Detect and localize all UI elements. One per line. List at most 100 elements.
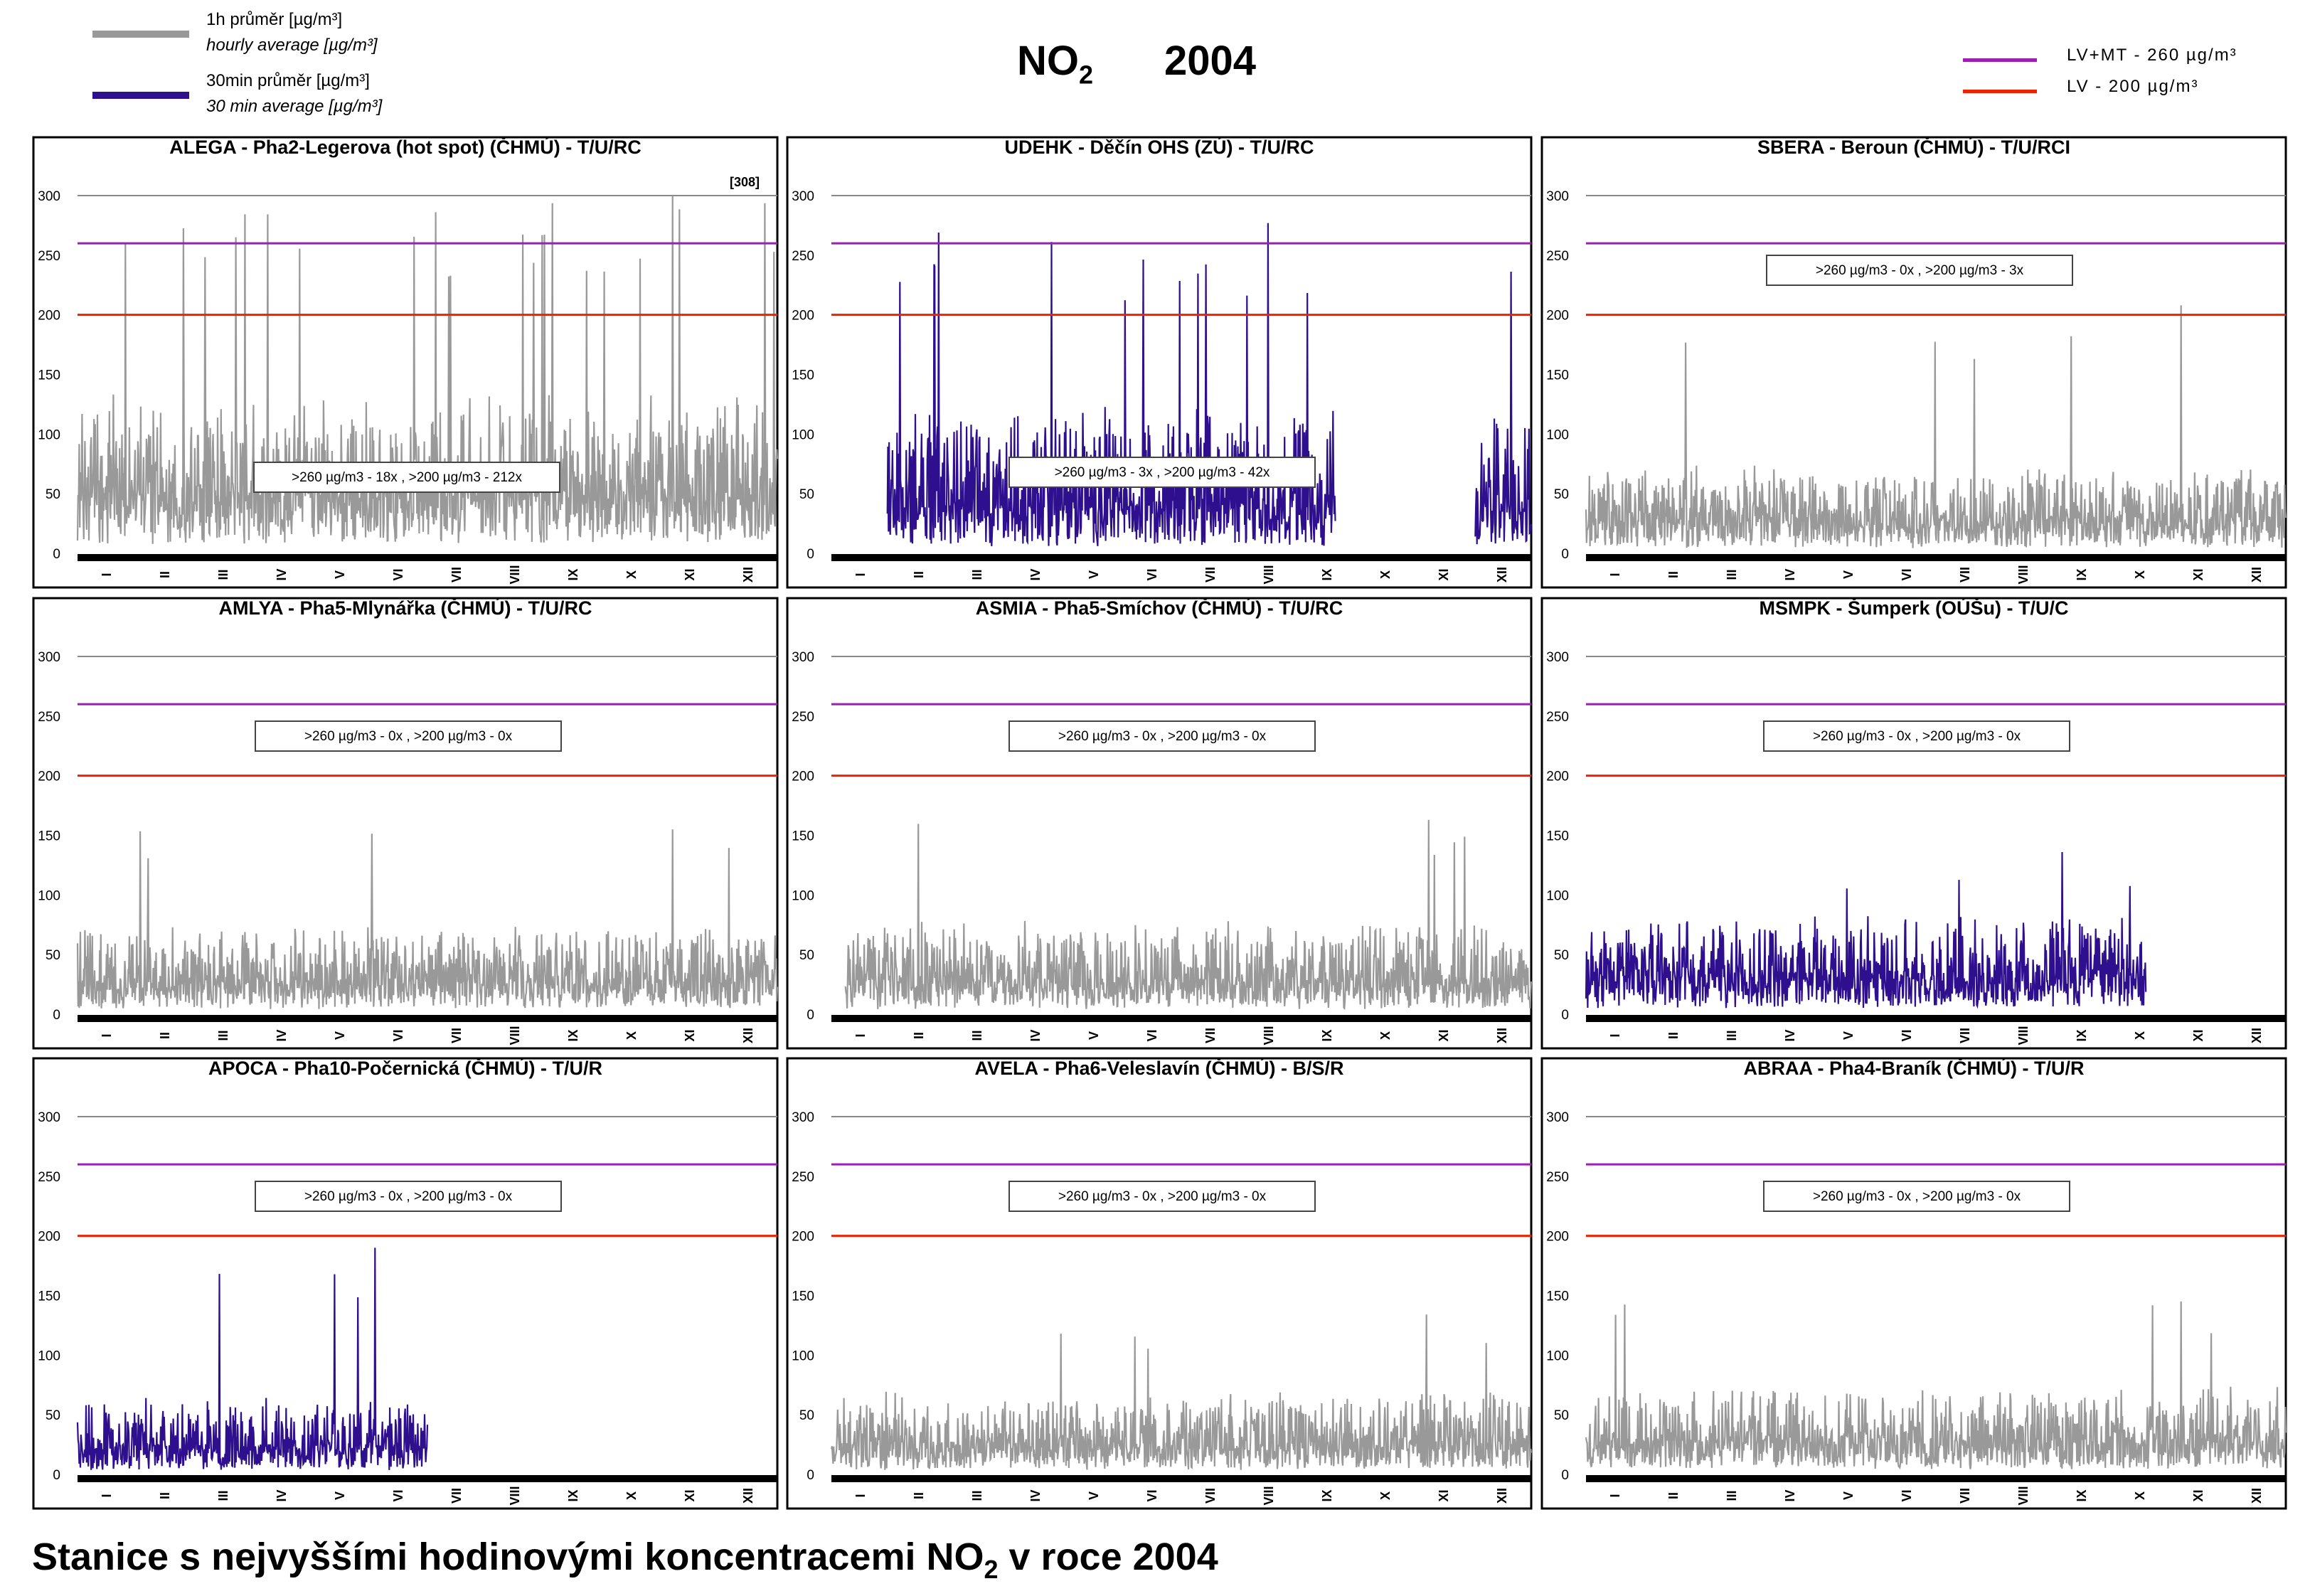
x-axis-baseline [1586, 1475, 2285, 1482]
y-tick-label: 50 [1554, 948, 1569, 963]
y-tick-label: 300 [792, 650, 814, 665]
x-tick-label: III [216, 569, 230, 580]
x-tick-label: XII [741, 1028, 755, 1043]
x-tick-label: IX [2075, 568, 2089, 580]
x-tick-label: X [2133, 570, 2147, 579]
y-tick-label: 0 [807, 547, 814, 562]
panel-title: ABRAA - Pha4-Braník (ČHMÚ) - T/U/R [1744, 1057, 2085, 1079]
limit-label-lv: LV - 200 µg/m³ [2067, 77, 2199, 96]
x-tick-label: I [1608, 1494, 1622, 1497]
x-tick-label: XII [2250, 1488, 2264, 1504]
y-tick-label: 50 [46, 948, 60, 963]
x-tick-label: VII [1203, 1028, 1218, 1043]
data-series-line [76, 829, 779, 1009]
x-tick-label: IX [2075, 1029, 2089, 1041]
legend-hourly-label-en: hourly average [µg/m³] [206, 36, 378, 55]
y-tick-label: 50 [46, 487, 60, 502]
page-title: NO2 2004 [1017, 37, 1256, 90]
y-tick-label: 200 [38, 1230, 60, 1245]
x-tick-label: XI [2191, 1489, 2205, 1501]
y-tick-label: 50 [46, 1408, 60, 1423]
y-tick-label: 200 [792, 770, 814, 784]
x-tick-label: VIII [1262, 565, 1276, 584]
y-tick-label: 50 [799, 1408, 814, 1423]
x-tick-label: VII [449, 1028, 464, 1043]
x-tick-label: III [970, 1490, 984, 1501]
limit-label-lvmt: LV+MT - 260 µg/m³ [2067, 46, 2237, 65]
y-tick-label: 300 [38, 1110, 60, 1125]
x-tick-label: VII [1203, 1488, 1218, 1504]
y-tick-label: 300 [38, 650, 60, 665]
y-tick-label: 200 [1546, 1230, 1569, 1245]
x-tick-label: VIII [1262, 1486, 1276, 1505]
x-tick-label: XII [741, 567, 755, 582]
x-tick-label: V [1087, 1491, 1101, 1500]
chart-panel: ALEGA - Pha2-Legerova (hot spot) (ČHMÚ) … [32, 136, 779, 589]
limit-swatch-lvmt [1963, 58, 2037, 62]
y-tick-label: 0 [807, 1468, 814, 1483]
x-tick-label: XI [1437, 1029, 1451, 1041]
y-tick-label: 100 [792, 1348, 814, 1363]
chart-panel: MSMPK - Šumperk (OÚŠu) - T/U/C 0 50 100 150 2… [1540, 597, 2287, 1050]
x-tick-label: VIII [1262, 1026, 1276, 1045]
x-tick-label: IX [1320, 1489, 1334, 1501]
y-tick-label: 300 [38, 189, 60, 204]
y-tick-label: 200 [38, 770, 60, 784]
y-tick-label: 150 [1546, 368, 1569, 383]
x-tick-label: III [970, 1030, 984, 1041]
x-tick-label: VIII [508, 565, 522, 584]
y-tick-label: 250 [792, 249, 814, 264]
y-tick-label: 0 [1561, 1468, 1569, 1483]
x-tick-label: III [216, 1030, 230, 1041]
x-tick-label: I [100, 1494, 114, 1497]
x-tick-label: VII [1958, 1028, 1972, 1043]
y-tick-label: 200 [38, 309, 60, 324]
y-tick-label: 150 [792, 1289, 814, 1304]
exceedance-label: >260 µg/m3 - 3x , >200 µg/m3 - 42x [1055, 465, 1270, 480]
x-tick-label: XI [1437, 1489, 1451, 1501]
panel-title: SBERA - Beroun (ČHMÚ) - T/U/RCI [1757, 136, 2070, 158]
y-tick-label: 300 [1546, 650, 1569, 665]
x-tick-label: V [1841, 1491, 1856, 1500]
y-tick-label: 250 [792, 1170, 814, 1185]
x-tick-label: IX [566, 1029, 580, 1041]
limit-legend-lvmt: LV+MT - 260 µg/m³ [1963, 44, 2304, 73]
x-tick-label: IX [1320, 1029, 1334, 1041]
x-tick-label: II [158, 1492, 172, 1499]
x-tick-label: V [1087, 1031, 1101, 1040]
title-species-subscript: 2 [1079, 60, 1094, 90]
x-tick-label: II [158, 1032, 172, 1039]
x-tick-label: VII [1958, 1488, 1972, 1504]
x-axis-baseline [1586, 554, 2285, 561]
exceedance-label: >260 µg/m3 - 18x , >200 µg/m3 - 212x [292, 470, 522, 485]
data-series-line [76, 195, 779, 544]
peak-label: [308] [730, 175, 760, 189]
x-tick-label: II [1666, 1032, 1681, 1039]
exceedance-box [1008, 457, 1316, 488]
x-tick-label: VI [1900, 568, 1914, 580]
x-tick-label: XII [1495, 1028, 1509, 1043]
legend-30min-label-en: 30 min average [µg/m³] [206, 97, 383, 116]
x-tick-label: II [1666, 571, 1681, 578]
y-tick-label: 200 [792, 1230, 814, 1245]
panel-title: APOCA - Pha10-Počernická (ČHMÚ) - T/U/R [208, 1057, 602, 1079]
x-tick-label: II [1666, 1492, 1681, 1499]
legend-hourly: 1h průměr [µg/m³] hourly average [µg/m³] [85, 7, 484, 64]
y-tick-label: 200 [1546, 770, 1569, 784]
caption-text: Stanice s nejvyššími hodinovými koncentr… [32, 1536, 984, 1578]
x-tick-label: III [1725, 1490, 1739, 1501]
x-tick-label: XI [2191, 568, 2205, 580]
x-tick-label: VI [391, 1029, 405, 1041]
y-tick-label: 150 [1546, 1289, 1569, 1304]
data-series-line [1585, 1301, 2287, 1470]
exceedance-box [1766, 255, 2073, 286]
data-series-line [886, 223, 1336, 547]
panel-title: AMLYA - Pha5-Mlynářka (ČHMÚ) - T/U/RC [218, 597, 592, 619]
x-tick-label: II [912, 1032, 926, 1039]
x-axis-baseline [78, 1475, 777, 1482]
caption-text-end: v roce 2004 [998, 1536, 1218, 1578]
x-tick-label: IX [2075, 1489, 2089, 1501]
exceedance-label: >260 µg/m3 - 0x , >200 µg/m3 - 0x [1813, 1189, 2021, 1204]
y-tick-label: 0 [53, 1008, 60, 1023]
y-tick-label: 100 [1546, 1348, 1569, 1363]
